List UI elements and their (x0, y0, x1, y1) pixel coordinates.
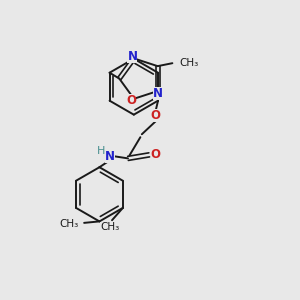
Text: CH₃: CH₃ (179, 58, 198, 68)
Text: O: O (151, 148, 161, 161)
Text: N: N (105, 149, 115, 163)
Text: CH₃: CH₃ (60, 219, 79, 229)
Text: H: H (97, 146, 105, 156)
Text: O: O (151, 110, 161, 122)
Text: CH₃: CH₃ (100, 222, 119, 232)
Text: O: O (126, 94, 136, 107)
Text: N: N (128, 50, 137, 63)
Text: N: N (153, 87, 163, 100)
